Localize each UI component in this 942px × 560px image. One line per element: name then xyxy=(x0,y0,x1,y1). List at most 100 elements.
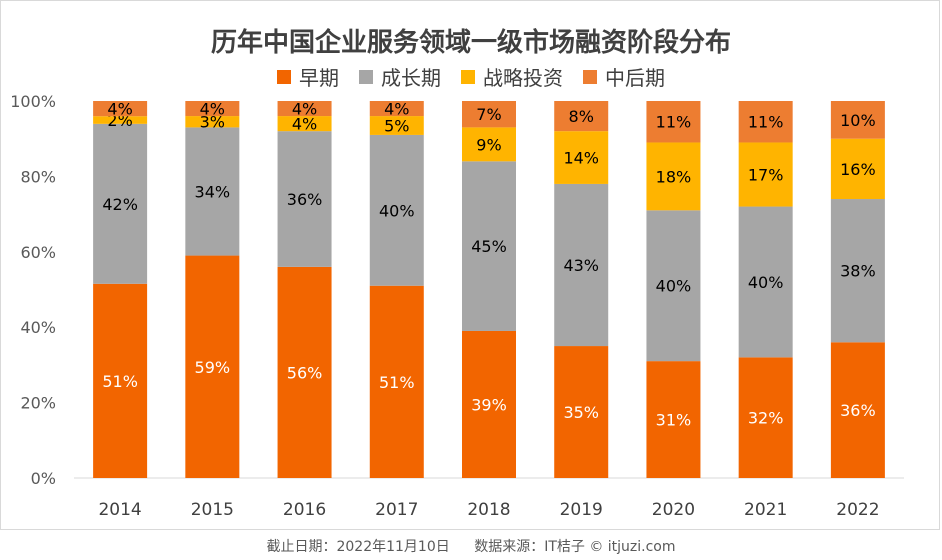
data-label: 4% xyxy=(292,115,317,134)
x-tick-label: 2018 xyxy=(467,500,510,520)
data-label: 14% xyxy=(563,149,599,168)
data-label: 5% xyxy=(384,117,409,136)
data-label: 51% xyxy=(379,373,415,392)
x-tick-label: 2017 xyxy=(375,500,418,520)
data-label: 4% xyxy=(107,100,132,119)
data-label: 40% xyxy=(656,277,692,296)
bar-segment xyxy=(369,134,424,286)
bar-segment xyxy=(554,131,609,184)
x-tick-label: 2020 xyxy=(652,500,695,520)
legend-item-2: 战略投资 xyxy=(461,62,563,91)
legend-label: 早期 xyxy=(299,66,339,90)
bar-segment xyxy=(738,101,793,143)
legend-label: 成长期 xyxy=(381,66,441,90)
bar-segment xyxy=(93,101,148,117)
data-label: 3% xyxy=(200,113,225,132)
legend-swatch xyxy=(359,69,373,84)
cutoff-date: 截止日期：2022年11月10日 xyxy=(266,539,450,555)
data-label: 36% xyxy=(840,401,876,420)
bar-segment xyxy=(646,101,701,143)
bar-segment xyxy=(646,361,701,478)
bar-segment xyxy=(462,101,516,128)
bar-segment xyxy=(185,127,240,256)
bar-segment xyxy=(462,127,516,162)
data-label: 7% xyxy=(476,105,501,124)
y-tick-label: 100% xyxy=(10,92,56,111)
x-tick-label: 2015 xyxy=(191,500,234,520)
data-label: 40% xyxy=(379,201,415,220)
bar-segment xyxy=(830,101,885,139)
y-tick-label: 20% xyxy=(20,394,56,413)
legend: 早期 成长期 战略投资 中后期 xyxy=(0,62,942,91)
footer: 截止日期：2022年11月10日 数据来源：IT桔子 © itjuzi.com xyxy=(0,536,942,556)
bar-segment xyxy=(554,183,609,347)
legend-label: 中后期 xyxy=(605,66,665,90)
bar-segment xyxy=(554,346,609,478)
data-label: 18% xyxy=(656,167,692,186)
data-label: 51% xyxy=(102,372,138,391)
bar-segment xyxy=(185,116,240,128)
legend-swatch xyxy=(461,69,475,84)
legend-item-3: 中后期 xyxy=(583,62,665,91)
bar-segment xyxy=(554,101,609,132)
bar-segment xyxy=(185,101,240,117)
data-source: 数据来源：IT桔子 © itjuzi.com xyxy=(474,539,676,555)
data-label: 56% xyxy=(287,363,323,382)
data-label: 45% xyxy=(471,237,507,256)
data-label: 42% xyxy=(102,195,138,214)
data-label: 39% xyxy=(471,395,507,414)
data-label: 10% xyxy=(840,111,876,130)
data-label: 4% xyxy=(384,100,409,119)
legend-swatch xyxy=(583,69,597,84)
bar-segment xyxy=(185,255,240,478)
x-tick-label: 2021 xyxy=(744,500,787,520)
y-tick-label: 80% xyxy=(20,167,56,186)
bar-segment xyxy=(369,116,424,135)
data-label: 4% xyxy=(292,100,317,119)
bar-segment xyxy=(277,116,332,132)
y-tick-label: 0% xyxy=(31,469,56,488)
bar-segment xyxy=(646,142,701,211)
legend-label: 战略投资 xyxy=(483,66,563,90)
chart-frame xyxy=(0,0,940,530)
data-label: 36% xyxy=(287,190,323,209)
bar-segment xyxy=(830,138,885,200)
bar-segment xyxy=(646,210,701,362)
y-tick-label: 40% xyxy=(20,318,56,337)
legend-item-1: 成长期 xyxy=(359,62,441,91)
bar-segment xyxy=(462,330,516,478)
x-tick-label: 2016 xyxy=(283,500,326,520)
bar-segment xyxy=(277,101,332,117)
bar-segment xyxy=(93,283,148,478)
bar-segment xyxy=(277,266,332,478)
bar-segment xyxy=(738,357,793,478)
data-label: 40% xyxy=(748,273,784,292)
data-label: 32% xyxy=(748,409,784,428)
data-label: 35% xyxy=(563,403,599,422)
data-label: 9% xyxy=(476,135,501,154)
data-label: 8% xyxy=(569,107,594,126)
bar-segment xyxy=(738,206,793,358)
x-tick-label: 2014 xyxy=(98,500,141,520)
bar-segment xyxy=(93,123,148,284)
x-tick-label: 2019 xyxy=(560,500,603,520)
data-label: 4% xyxy=(200,100,225,119)
y-tick-label: 60% xyxy=(20,243,56,262)
bar-segment xyxy=(462,161,516,331)
bar-segment xyxy=(369,101,424,117)
data-label: 11% xyxy=(748,113,784,132)
data-label: 38% xyxy=(840,262,876,281)
chart-title: 历年中国企业服务领域一级市场融资阶段分布 xyxy=(210,28,731,58)
bar-segment xyxy=(277,131,332,267)
data-label: 17% xyxy=(748,166,784,185)
legend-item-0: 早期 xyxy=(277,62,339,91)
data-label: 11% xyxy=(656,113,692,132)
data-label: 34% xyxy=(195,182,231,201)
chart-plot: 0%20%40%60%80%100%51%42%2%4%201459%34%3%… xyxy=(10,92,904,520)
data-label: 16% xyxy=(840,160,876,179)
bar-segment xyxy=(830,342,885,478)
legend-swatch xyxy=(277,69,291,84)
x-tick-label: 2022 xyxy=(836,500,879,520)
data-label: 31% xyxy=(656,411,692,430)
bar-segment xyxy=(369,285,424,478)
